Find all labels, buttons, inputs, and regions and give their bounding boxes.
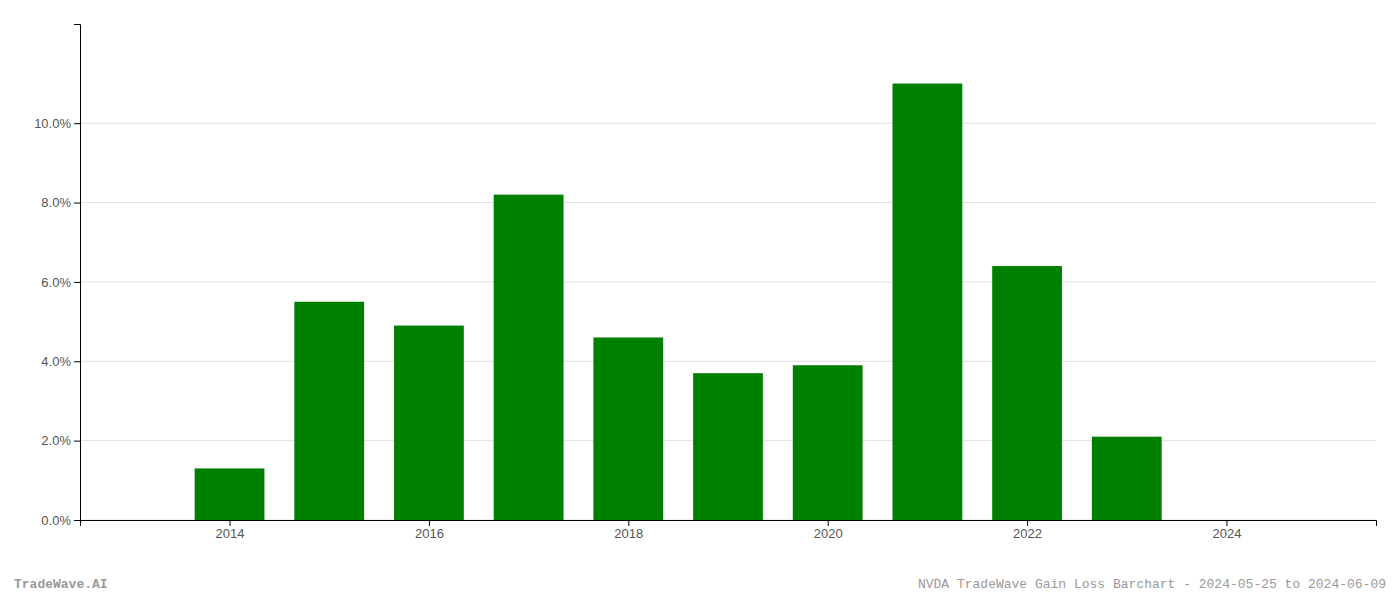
tick-label: 0.0% — [41, 513, 71, 528]
tick-mark — [74, 441, 80, 442]
grid-line — [80, 202, 1376, 203]
tick-label: 2014 — [216, 526, 245, 541]
tick: 2020 — [814, 520, 843, 541]
tick-mark — [628, 520, 629, 526]
tick: 2018 — [614, 520, 643, 541]
tick-mark — [74, 282, 80, 283]
tick-label: 2022 — [1013, 526, 1042, 541]
tick-mark — [74, 123, 80, 124]
tick-label: 2018 — [614, 526, 643, 541]
bar — [1092, 437, 1162, 520]
axis-line — [74, 25, 81, 521]
tick-mark — [429, 520, 430, 526]
tick-label: 4.0% — [41, 354, 71, 369]
axis-line — [81, 521, 1377, 527]
bar — [394, 326, 464, 520]
chart: 2014 2016 2018 2020 2022 2024 0.0% 2.0% 4.0% 6.0%… — [0, 0, 1400, 600]
tick-mark — [1027, 520, 1028, 526]
grid-line — [80, 281, 1376, 282]
tick-label: 2020 — [814, 526, 843, 541]
bar — [494, 195, 564, 520]
bar — [793, 365, 863, 520]
bar — [892, 84, 962, 520]
tick: 10.0% — [34, 116, 80, 131]
tick-label: 10.0% — [34, 116, 71, 131]
tick-mark — [230, 520, 231, 526]
grid-line — [80, 361, 1376, 362]
tick-mark — [74, 361, 80, 362]
tick: 2024 — [1213, 520, 1242, 541]
tick-mark — [1226, 520, 1227, 526]
bar — [195, 468, 265, 520]
tick-label: 8.0% — [41, 195, 71, 210]
tick: 8.0% — [41, 195, 80, 210]
tick-mark — [74, 520, 80, 521]
tick: 2022 — [1013, 520, 1042, 541]
tick: 0.0% — [41, 513, 80, 528]
tick-label: 2.0% — [41, 433, 71, 448]
bars — [195, 84, 1162, 520]
tick: 2.0% — [41, 433, 80, 448]
bar — [693, 373, 763, 520]
bar — [992, 266, 1062, 520]
footer-right: NVDA TradeWave Gain Loss Barchart - 2024… — [918, 577, 1386, 592]
grid-line — [80, 123, 1376, 124]
tick: 6.0% — [41, 275, 80, 290]
tick-label: 2024 — [1213, 526, 1242, 541]
tick-mark — [74, 203, 80, 204]
tick-label: 6.0% — [41, 275, 71, 290]
x-axis: 2014 2016 2018 2020 2022 2024 — [81, 520, 1377, 541]
tick-mark — [828, 520, 829, 526]
tick-label: 2016 — [415, 526, 444, 541]
plot: 2014 2016 2018 2020 2022 2024 0.0% 2.0% 4.0% 6.0%… — [34, 25, 1376, 542]
grid — [80, 123, 1376, 520]
bar — [593, 337, 663, 520]
bar — [294, 302, 364, 520]
y-axis: 0.0% 2.0% 4.0% 6.0% 8.0% 10.0% — [34, 25, 80, 528]
tick: 2016 — [415, 520, 444, 541]
tick: 4.0% — [41, 354, 80, 369]
tick: 2014 — [216, 520, 245, 541]
footer-left: TradeWave.AI — [14, 577, 108, 592]
